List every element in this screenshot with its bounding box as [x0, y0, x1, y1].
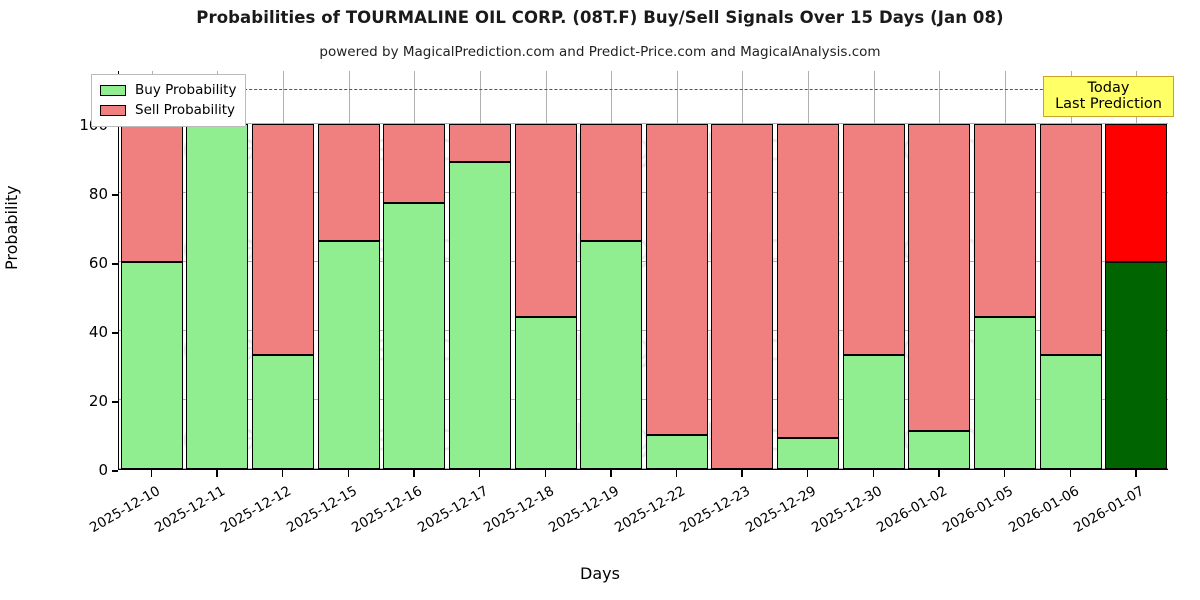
legend-swatch-sell-icon	[100, 104, 126, 116]
legend-swatch-buy-icon	[100, 84, 126, 96]
bar-segment-buy[interactable]	[120, 262, 183, 469]
bar-segment-sell[interactable]	[842, 124, 905, 356]
bar-segment-sell[interactable]	[317, 124, 380, 242]
plot-area: MagicalAnalysis.comMagicalAnalysis.comMa…	[118, 71, 1168, 470]
y-axis-label: Probability	[2, 185, 21, 270]
legend: Buy Probability Sell Probability	[91, 74, 247, 127]
bar-segment-sell[interactable]	[448, 124, 511, 162]
bar-segment-buy[interactable]	[1105, 262, 1168, 469]
bar-group[interactable]	[580, 124, 643, 469]
legend-item-sell: Sell Probability	[100, 100, 236, 120]
today-annotation-line1: Today	[1087, 80, 1130, 96]
y-axis-tick-label: 20	[88, 392, 108, 410]
bar-segment-buy[interactable]	[908, 431, 971, 469]
bar-series-layer	[119, 71, 1168, 469]
bar-segment-sell[interactable]	[777, 124, 840, 438]
y-axis-tick-label: 80	[88, 185, 108, 203]
bar-segment-sell[interactable]	[645, 124, 708, 435]
bar-group[interactable]	[186, 124, 249, 469]
bar-segment-sell[interactable]	[383, 124, 446, 204]
x-axis-label: Days	[580, 564, 620, 583]
y-axis-tick-mark	[112, 332, 118, 334]
bar-segment-sell[interactable]	[252, 124, 315, 356]
legend-item-buy: Buy Probability	[100, 80, 236, 100]
x-axis-tick-mark	[938, 470, 940, 477]
bar-group[interactable]	[973, 124, 1036, 469]
y-axis-tick-label: 0	[98, 461, 108, 479]
bar-segment-sell[interactable]	[908, 124, 971, 432]
bar-segment-buy[interactable]	[448, 161, 511, 469]
y-axis-tick-mark	[112, 263, 118, 265]
bar-segment-buy[interactable]	[842, 355, 905, 469]
y-axis-tick-mark	[112, 470, 118, 472]
bar-segment-buy[interactable]	[252, 355, 315, 469]
x-axis-tick-mark	[741, 470, 743, 477]
x-axis-tick-mark	[216, 470, 218, 477]
y-axis-tick-label: 60	[88, 254, 108, 272]
bar-group[interactable]	[1105, 124, 1168, 469]
bar-segment-buy[interactable]	[645, 434, 708, 469]
bar-segment-sell[interactable]	[1039, 124, 1102, 356]
bar-segment-buy[interactable]	[514, 317, 577, 469]
bar-group[interactable]	[777, 124, 840, 469]
bar-group[interactable]	[317, 124, 380, 469]
bar-segment-buy[interactable]	[1039, 355, 1102, 469]
x-axis-tick-mark	[1003, 470, 1006, 477]
x-axis-tick-mark	[544, 470, 546, 477]
today-annotation-line2: Last Prediction	[1055, 96, 1162, 113]
bar-group[interactable]	[120, 124, 183, 469]
x-axis-tick-mark	[807, 470, 809, 477]
bar-segment-buy[interactable]	[317, 241, 380, 469]
bar-segment-sell[interactable]	[1105, 124, 1168, 262]
x-axis-tick-mark	[413, 470, 415, 477]
today-annotation: Today Last Prediction	[1043, 76, 1174, 118]
bar-segment-sell[interactable]	[711, 124, 774, 469]
bar-segment-buy[interactable]	[580, 241, 643, 469]
bar-group[interactable]	[711, 124, 774, 469]
bar-segment-buy[interactable]	[973, 317, 1036, 469]
x-axis-tick-mark	[150, 470, 153, 477]
x-axis-tick-mark	[1069, 470, 1071, 477]
x-axis-tick-mark	[872, 470, 875, 477]
bar-group[interactable]	[448, 124, 511, 469]
legend-label-buy: Buy Probability	[135, 82, 237, 98]
bar-group[interactable]	[252, 124, 315, 469]
y-axis-tick-label: 40	[88, 323, 108, 341]
bar-group[interactable]	[514, 124, 577, 469]
bar-group[interactable]	[1039, 124, 1102, 469]
x-axis-tick-mark	[282, 470, 284, 477]
bar-group[interactable]	[383, 124, 446, 469]
bar-segment-buy[interactable]	[383, 203, 446, 469]
y-axis-tick-mark	[112, 194, 118, 196]
bar-segment-buy[interactable]	[186, 124, 249, 469]
x-axis-tick-mark	[610, 470, 612, 477]
bar-group[interactable]	[842, 124, 905, 469]
bar-segment-sell[interactable]	[580, 124, 643, 242]
x-axis-tick-mark	[1135, 470, 1137, 477]
bar-segment-sell[interactable]	[120, 124, 183, 262]
chart-subtitle: powered by MagicalPrediction.com and Pre…	[319, 44, 881, 60]
bar-group[interactable]	[908, 124, 971, 469]
bar-segment-sell[interactable]	[514, 124, 577, 318]
x-axis-tick-mark	[478, 470, 481, 477]
x-axis-tick-mark	[347, 470, 350, 477]
legend-label-sell: Sell Probability	[135, 102, 236, 118]
bar-segment-sell[interactable]	[973, 124, 1036, 318]
bar-group[interactable]	[645, 124, 708, 469]
y-axis-tick-mark	[112, 401, 118, 403]
bar-segment-buy[interactable]	[777, 437, 840, 469]
chart-title: Probabilities of TOURMALINE OIL CORP. (0…	[196, 8, 1004, 27]
x-axis-tick-mark	[675, 470, 678, 477]
